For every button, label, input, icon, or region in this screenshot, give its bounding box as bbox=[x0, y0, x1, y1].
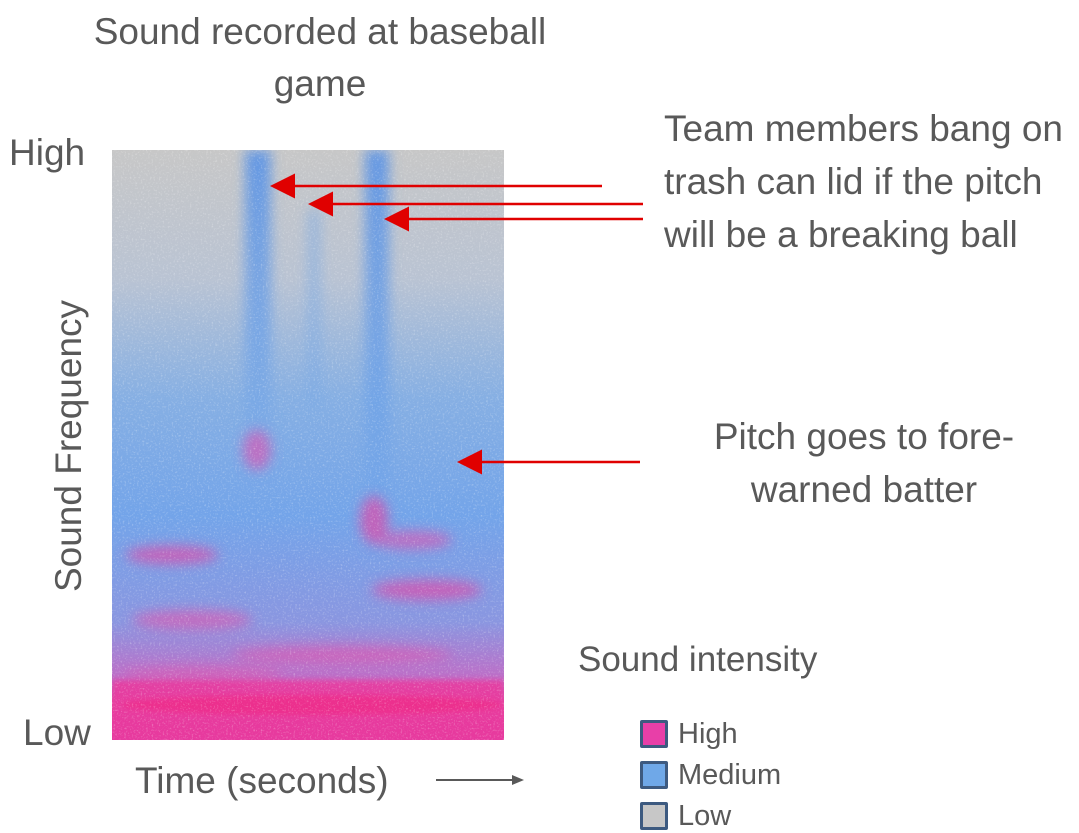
legend-label-high: High bbox=[678, 717, 738, 750]
legend-title: Sound intensity bbox=[578, 640, 818, 679]
pitch-annotation: Pitch goes to fore-warned batter bbox=[713, 416, 1015, 510]
legend-label-medium: Medium bbox=[678, 758, 782, 791]
trash-can-annotation: Team members bang on trash can lid if th… bbox=[664, 108, 1063, 255]
y-axis-high-label: High bbox=[9, 132, 86, 173]
legend-item-low: Low bbox=[640, 799, 732, 832]
y-axis-low-label: Low bbox=[23, 712, 91, 753]
diagram-title: Sound recorded at baseball game bbox=[93, 11, 547, 104]
legend-label-low: Low bbox=[678, 799, 732, 832]
legend-swatch-high bbox=[640, 720, 668, 748]
spectrogram bbox=[112, 150, 504, 740]
legend-item-medium: Medium bbox=[640, 758, 782, 791]
right-arrow-icon bbox=[436, 775, 524, 785]
legend-item-high: High bbox=[640, 717, 738, 750]
y-axis-title: Sound Frequency bbox=[48, 299, 89, 593]
legend-swatch-medium bbox=[640, 761, 668, 789]
legend-swatch-low bbox=[640, 802, 668, 830]
x-axis-title: Time (seconds) bbox=[135, 760, 389, 801]
